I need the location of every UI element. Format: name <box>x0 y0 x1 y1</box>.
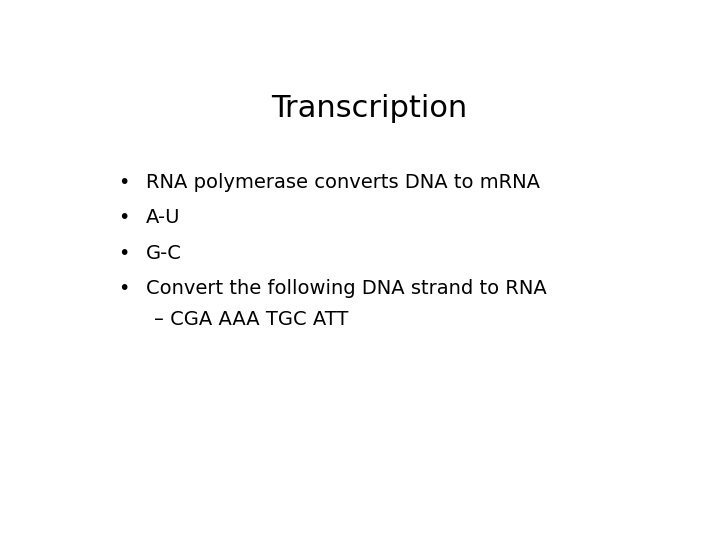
Text: – CGA AAA TGC ATT: – CGA AAA TGC ATT <box>154 310 348 329</box>
Text: Convert the following DNA strand to RNA: Convert the following DNA strand to RNA <box>145 279 546 298</box>
Text: •: • <box>118 244 129 262</box>
Text: G-C: G-C <box>145 244 181 262</box>
Text: •: • <box>118 279 129 298</box>
Text: Transcription: Transcription <box>271 94 467 123</box>
Text: RNA polymerase converts DNA to mRNA: RNA polymerase converts DNA to mRNA <box>145 173 540 192</box>
Text: •: • <box>118 173 129 192</box>
Text: A-U: A-U <box>145 208 180 227</box>
Text: •: • <box>118 208 129 227</box>
